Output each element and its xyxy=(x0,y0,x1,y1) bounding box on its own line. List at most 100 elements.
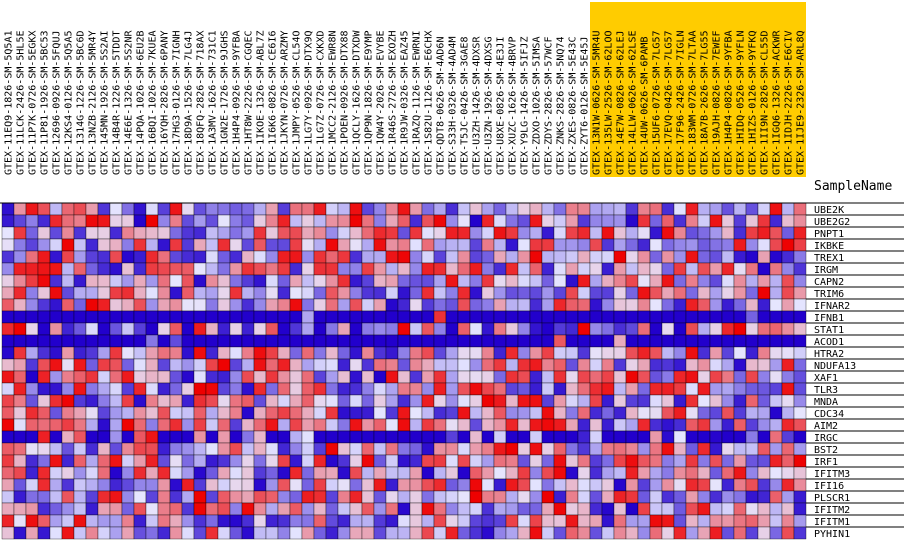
heatmap-cell xyxy=(577,298,591,312)
heatmap-cell xyxy=(361,286,375,300)
row-label: NDUFA13 xyxy=(814,361,856,372)
column-label: GTEX-14E6E-1326-SM-5S2NR xyxy=(124,30,135,175)
heatmap-cell xyxy=(457,322,471,336)
heatmap-cell xyxy=(133,322,147,336)
heatmap-cell xyxy=(721,298,735,312)
heatmap-cell xyxy=(649,502,663,516)
heatmap-cell xyxy=(49,514,63,528)
heatmap-cell xyxy=(433,346,447,360)
heatmap-cell xyxy=(229,394,243,408)
heatmap-cell xyxy=(445,298,459,312)
heatmap-cell xyxy=(121,502,135,516)
heatmap-cell xyxy=(649,526,663,540)
heatmap-cell xyxy=(409,514,423,528)
heatmap-cell xyxy=(217,454,231,468)
heatmap-cell xyxy=(361,358,375,372)
heatmap-cell xyxy=(37,214,51,228)
heatmap-cell xyxy=(85,286,99,300)
heatmap-cell xyxy=(721,214,735,228)
heatmap-cell xyxy=(397,262,411,276)
heatmap-cell xyxy=(205,250,219,264)
heatmap-cell xyxy=(481,322,495,336)
heatmap-cell xyxy=(61,286,75,300)
heatmap-cell xyxy=(505,358,519,372)
heatmap-cell xyxy=(337,394,351,408)
heatmap-cell xyxy=(49,262,63,276)
heatmap-cell xyxy=(97,202,111,216)
heatmap-cell xyxy=(133,454,147,468)
heatmap-cell xyxy=(637,310,651,324)
heatmap-cell xyxy=(325,418,339,432)
heatmap-cell xyxy=(505,310,519,324)
heatmap-cell xyxy=(673,466,687,480)
heatmap-cell xyxy=(205,370,219,384)
heatmap-cell xyxy=(253,478,267,492)
heatmap-cell xyxy=(97,466,111,480)
heatmap-cell xyxy=(193,202,207,216)
heatmap-cell xyxy=(697,286,711,300)
heatmap-cell xyxy=(265,394,279,408)
row-label: IRGM xyxy=(814,265,838,276)
heatmap-cell xyxy=(385,202,399,216)
column-label: GTEX-1II9N-2826-SM-CL55D xyxy=(760,31,771,176)
heatmap-cell xyxy=(1,286,15,300)
heatmap-cell xyxy=(241,478,255,492)
heatmap-cell xyxy=(49,358,63,372)
heatmap-cell xyxy=(121,370,135,384)
heatmap-cell xyxy=(661,454,675,468)
heatmap-cell xyxy=(373,454,387,468)
heatmap-cell xyxy=(445,430,459,444)
heatmap-cell xyxy=(721,346,735,360)
heatmap-cell xyxy=(121,514,135,528)
heatmap-cell xyxy=(577,226,591,240)
heatmap-cell xyxy=(85,238,99,252)
heatmap-cell xyxy=(673,262,687,276)
heatmap-cell xyxy=(205,238,219,252)
heatmap-cell xyxy=(565,418,579,432)
heatmap-cell xyxy=(493,310,507,324)
heatmap-cell xyxy=(493,454,507,468)
heatmap-cell xyxy=(613,334,627,348)
heatmap-cell xyxy=(637,466,651,480)
heatmap-cell xyxy=(13,370,27,384)
heatmap-cell xyxy=(289,214,303,228)
heatmap-cell xyxy=(421,466,435,480)
heatmap-cell xyxy=(601,238,615,252)
heatmap-cell xyxy=(505,250,519,264)
heatmap-cell xyxy=(217,286,231,300)
heatmap-cell xyxy=(733,466,747,480)
heatmap-cell xyxy=(469,526,483,540)
heatmap-cell xyxy=(493,394,507,408)
heatmap-cell xyxy=(397,226,411,240)
heatmap-cell xyxy=(649,286,663,300)
heatmap-cell xyxy=(109,262,123,276)
heatmap-cell xyxy=(481,238,495,252)
heatmap-cell xyxy=(49,202,63,216)
heatmap-cell xyxy=(157,514,171,528)
heatmap-cell xyxy=(601,406,615,420)
column-label: GTEX-11P81-1926-SM-5BC53 xyxy=(40,31,51,176)
heatmap-cell xyxy=(253,490,267,504)
heatmap-cell xyxy=(109,394,123,408)
heatmap-cell xyxy=(685,334,699,348)
heatmap-cell xyxy=(13,226,27,240)
heatmap-cell xyxy=(133,298,147,312)
heatmap-cell xyxy=(109,490,123,504)
heatmap-cell xyxy=(265,262,279,276)
heatmap-cell xyxy=(385,214,399,228)
heatmap-cell xyxy=(493,514,507,528)
heatmap-cell xyxy=(217,226,231,240)
heatmap-cell xyxy=(661,358,675,372)
heatmap-cell xyxy=(109,334,123,348)
heatmap-cell xyxy=(469,466,483,480)
heatmap-cell xyxy=(781,262,795,276)
heatmap-cell xyxy=(673,490,687,504)
heatmap-cell xyxy=(97,442,111,456)
heatmap-cell xyxy=(541,346,555,360)
heatmap-cell xyxy=(145,238,159,252)
heatmap-cell xyxy=(721,454,735,468)
heatmap-cell xyxy=(265,490,279,504)
heatmap-cell xyxy=(769,490,783,504)
heatmap-cell xyxy=(433,334,447,348)
heatmap-cell xyxy=(709,442,723,456)
